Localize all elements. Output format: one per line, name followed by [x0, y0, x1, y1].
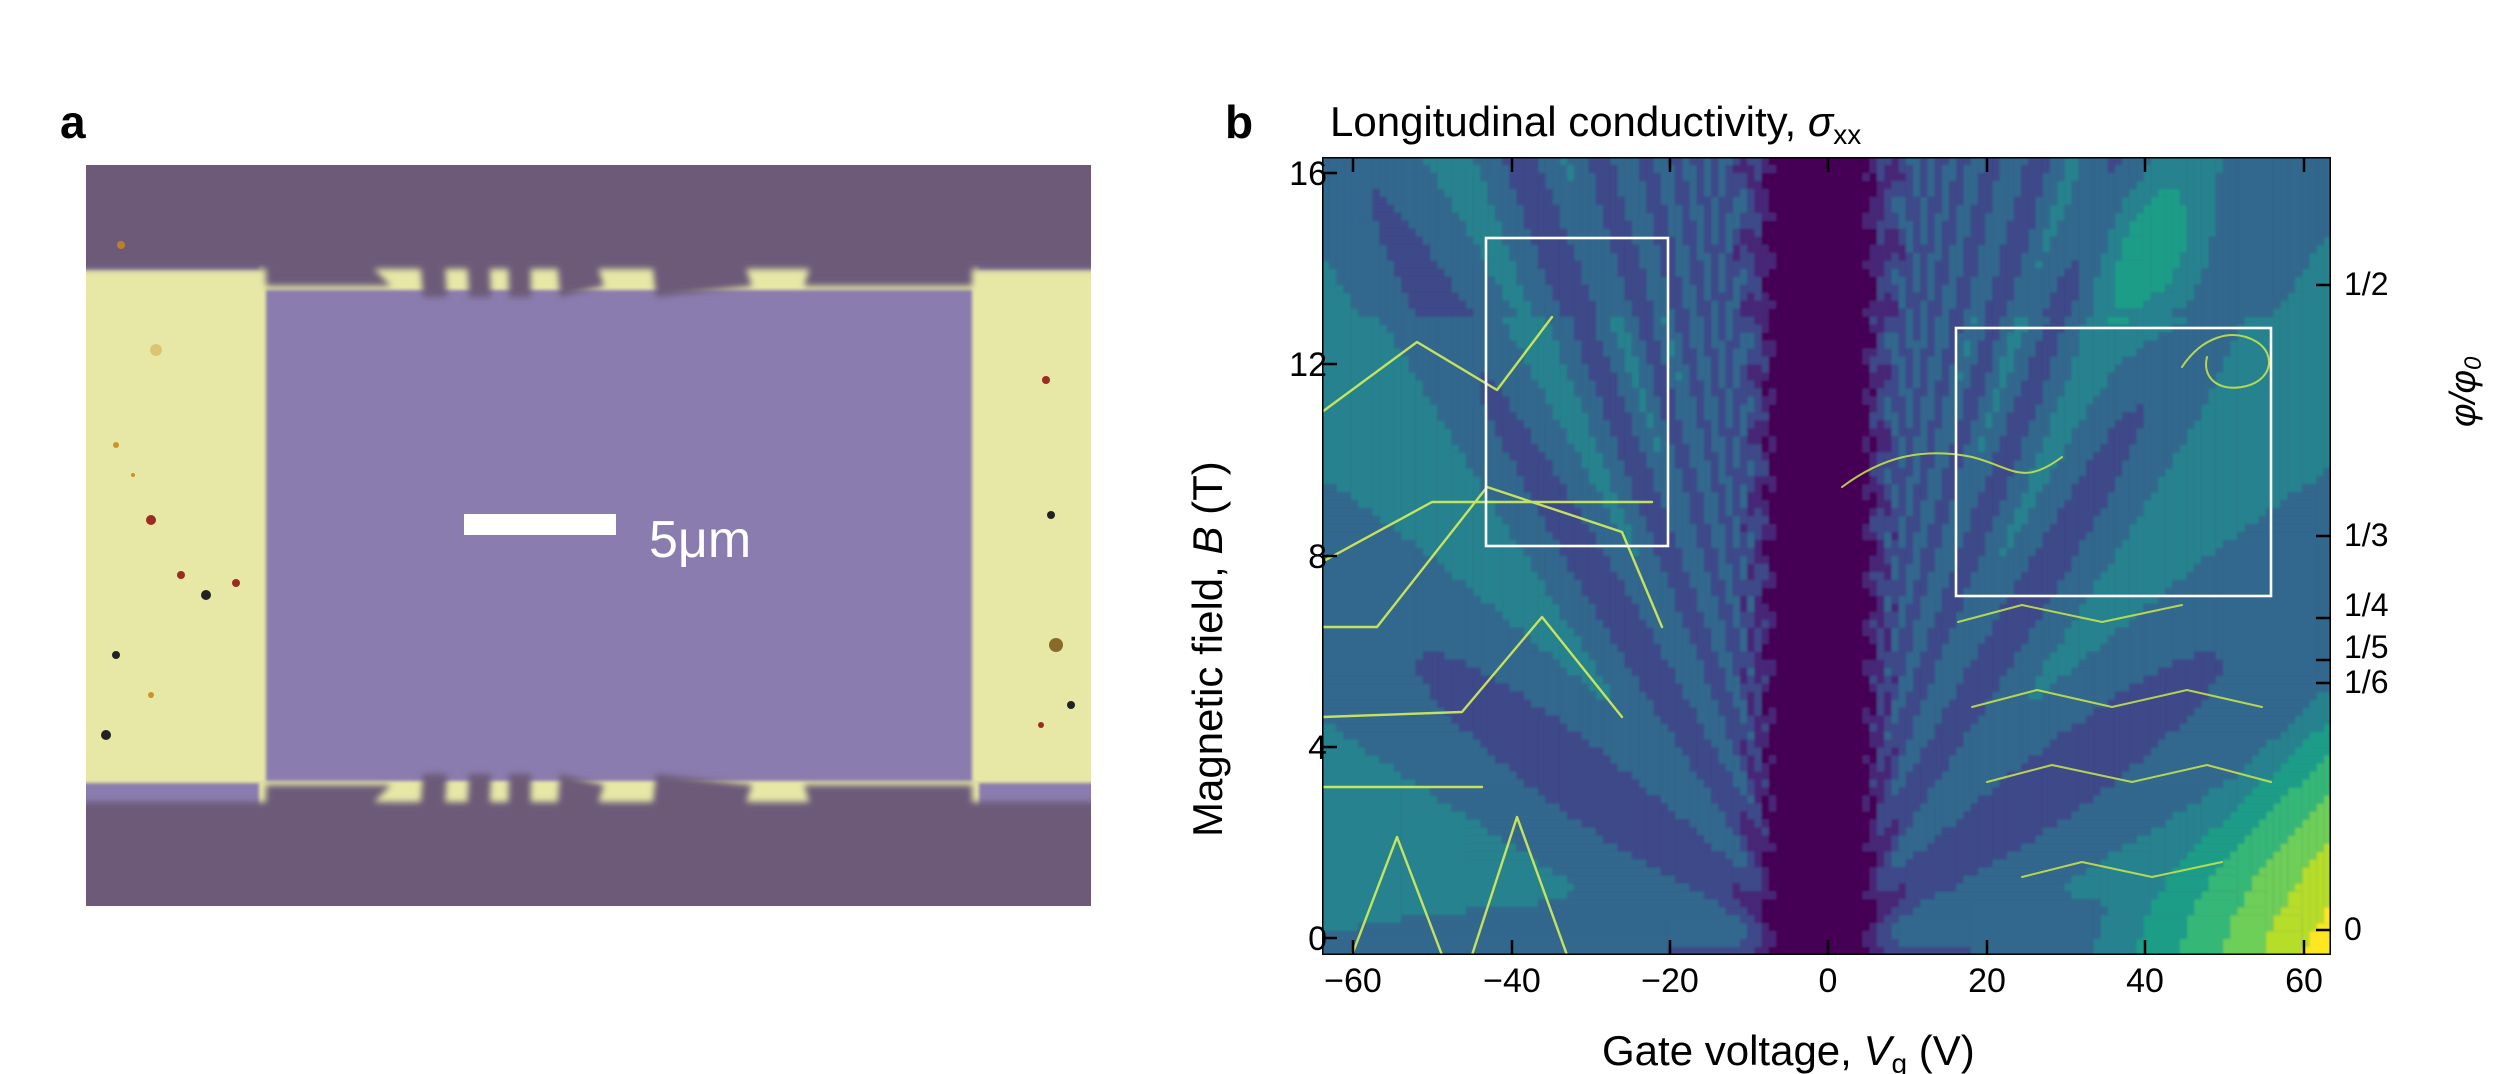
svg-text:5μm: 5μm — [649, 511, 751, 569]
